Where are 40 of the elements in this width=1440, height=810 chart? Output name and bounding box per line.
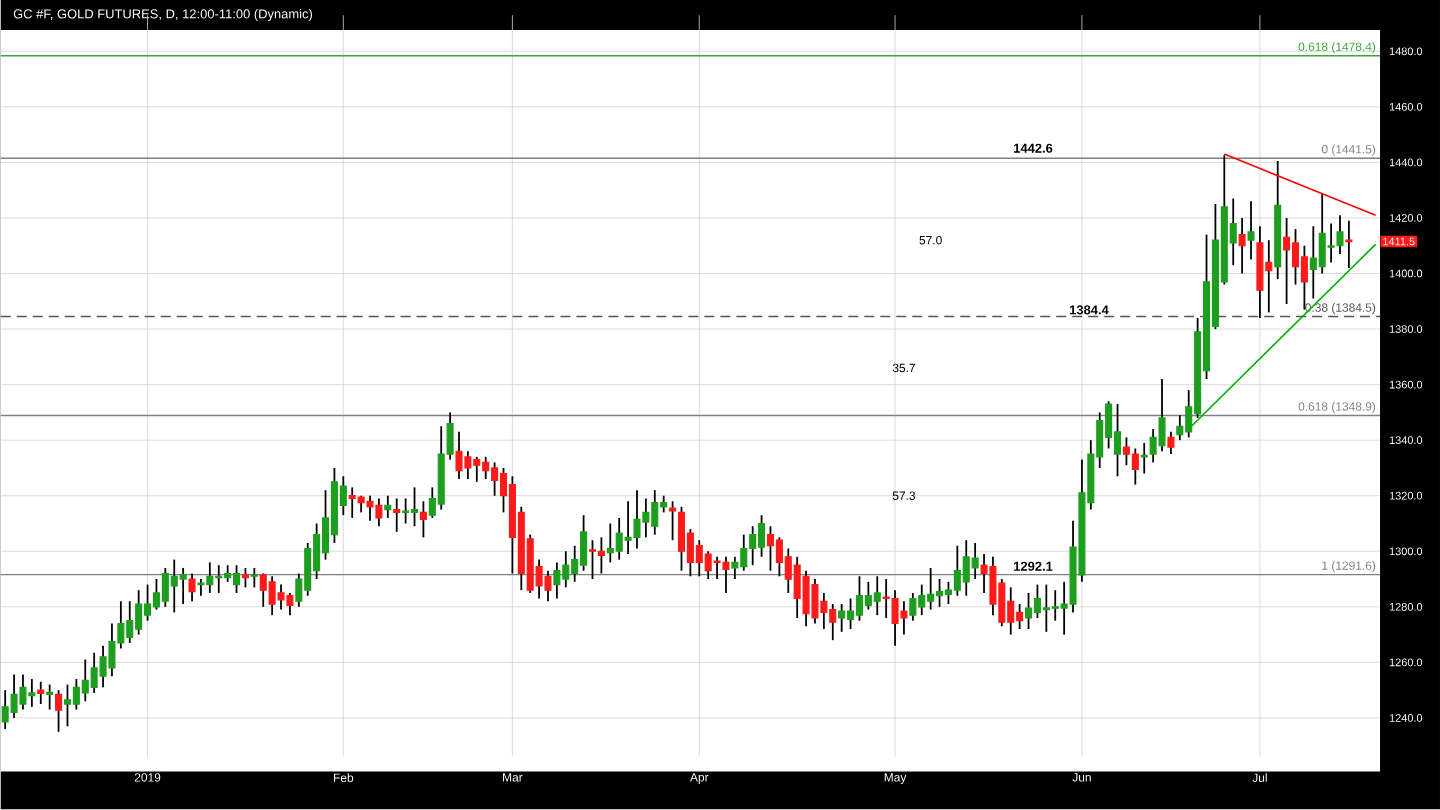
candlestick bbox=[1291, 228, 1300, 286]
candlestick bbox=[1167, 431, 1175, 456]
candlestick bbox=[1113, 403, 1122, 478]
candlestick bbox=[37, 681, 45, 706]
candlestick bbox=[188, 572, 196, 603]
candlestick bbox=[1238, 217, 1246, 275]
candlestick bbox=[250, 567, 258, 589]
candlestick bbox=[241, 567, 249, 589]
candlestick bbox=[1256, 225, 1264, 320]
candlestick bbox=[1158, 378, 1166, 453]
candlestick bbox=[873, 575, 881, 617]
candlestick bbox=[909, 592, 917, 622]
candlestick bbox=[544, 570, 552, 603]
candlestick bbox=[402, 497, 410, 525]
candlestick bbox=[1176, 414, 1184, 442]
candlestick bbox=[455, 431, 463, 481]
candlestick bbox=[1025, 592, 1033, 631]
candlestick bbox=[197, 578, 205, 597]
candlestick bbox=[766, 525, 775, 572]
candlestick bbox=[393, 497, 401, 533]
candlestick bbox=[553, 561, 561, 600]
candlestick bbox=[419, 500, 427, 539]
candlestick bbox=[384, 495, 392, 520]
candlestick bbox=[1131, 447, 1139, 486]
candlestick bbox=[1300, 245, 1308, 311]
candlestick bbox=[410, 486, 419, 528]
candlestick bbox=[971, 542, 979, 581]
candlestick bbox=[179, 567, 187, 606]
candlestick bbox=[677, 506, 686, 572]
candlestick bbox=[1283, 217, 1291, 306]
candlestick bbox=[731, 556, 739, 581]
candlestick bbox=[55, 689, 63, 733]
candlestick bbox=[1336, 214, 1344, 256]
candlestick bbox=[46, 683, 54, 711]
candlestick bbox=[669, 500, 677, 542]
candlestick bbox=[633, 489, 641, 550]
candlestick bbox=[1247, 200, 1255, 261]
candlestick bbox=[588, 539, 597, 581]
candlestick bbox=[597, 536, 605, 575]
candlestick bbox=[838, 603, 846, 633]
